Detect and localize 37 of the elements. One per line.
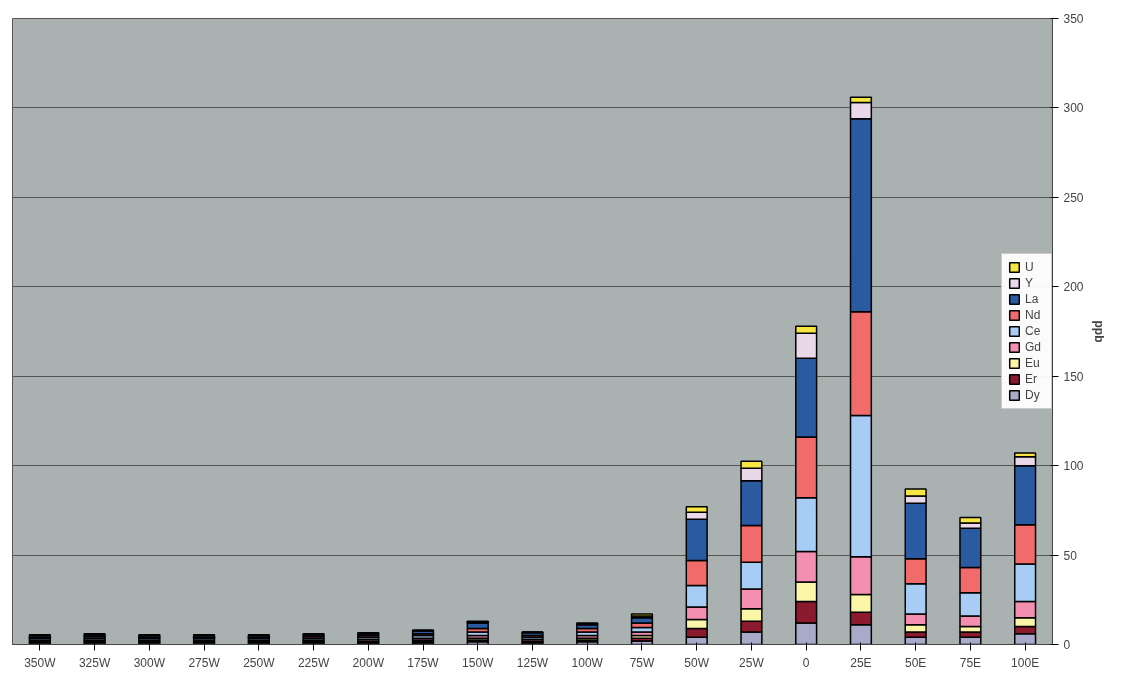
legend-label: Dy [1025, 388, 1041, 402]
x-tick-label: 75W [629, 655, 655, 670]
legend-label: La [1025, 292, 1040, 306]
x-tick-label: 275W [188, 655, 221, 670]
y-tick-label: 200 [1063, 280, 1084, 295]
x-tick-label: 50E [904, 655, 927, 670]
y-tick-label: 0 [1063, 638, 1071, 652]
legend-label: Ce [1025, 324, 1042, 338]
x-tick-label: 325W [78, 655, 111, 670]
x-tick-label: 25E [850, 655, 872, 670]
y-tick-label: 350 [1063, 12, 1084, 26]
x-tick-label: 100E [1011, 655, 1040, 670]
x-tick-label: 150W [462, 655, 495, 670]
x-tick-label: 300W [133, 655, 166, 670]
legend-label: Y [1025, 276, 1034, 290]
x-tick-label: 25W [739, 655, 765, 670]
legend-label: Nd [1025, 308, 1042, 322]
legend-label: Gd [1025, 340, 1042, 354]
y-tick-label: 300 [1063, 101, 1084, 116]
y-tick-label: 250 [1063, 190, 1084, 205]
x-tick-label: 0 [802, 655, 810, 670]
y-tick-label: 100 [1063, 459, 1084, 474]
legend-label: Er [1025, 372, 1038, 386]
legend-label: Eu [1025, 356, 1041, 370]
y-tick-label: 50 [1063, 548, 1078, 563]
x-tick-label: 100W [571, 655, 604, 670]
legend-label: U [1025, 260, 1035, 274]
x-tick-label: 225W [297, 655, 330, 670]
x-tick-label: 350W [24, 655, 57, 670]
x-tick-label: 50W [684, 655, 710, 670]
x-tick-label: 75E [959, 655, 982, 670]
x-tick-label: 125W [516, 655, 549, 670]
x-tick-label: 175W [407, 655, 440, 670]
x-tick-label: 250W [243, 655, 276, 670]
y-tick-label: 150 [1063, 369, 1084, 384]
y-axis-title: ppb [1091, 320, 1106, 343]
x-tick-label: 200W [352, 655, 385, 670]
